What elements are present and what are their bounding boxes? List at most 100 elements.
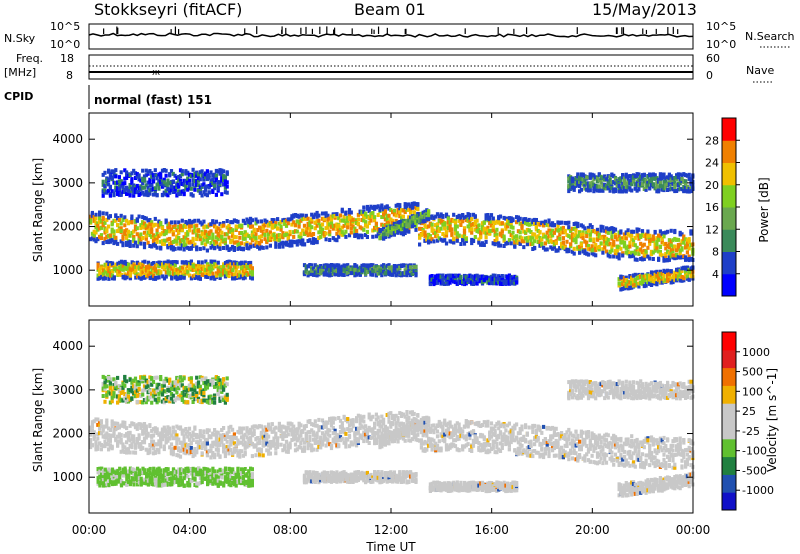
heatmap-cell: [644, 236, 648, 241]
heatmap-cell: [101, 268, 106, 273]
heatmap-cell: [148, 191, 152, 196]
heatmap-cell: [151, 443, 156, 448]
heatmap-cell: [202, 237, 206, 242]
heatmap-cell: [430, 214, 434, 219]
heatmap-cell: [225, 244, 229, 249]
heatmap-cell: [193, 187, 197, 192]
heatmap-cell: [448, 239, 452, 244]
heatmap-cell: [635, 174, 639, 178]
heatmap-cell: [96, 265, 100, 270]
heatmap-cell: [272, 237, 276, 242]
heatmap-cell: [396, 220, 400, 225]
heatmap-cell: [136, 264, 140, 269]
heatmap-cell: [173, 445, 177, 450]
heatmap-cell: [685, 257, 689, 262]
heatmap-cell: [130, 442, 134, 447]
heatmap-cell: [304, 216, 308, 221]
heatmap-cell: [182, 178, 186, 183]
heatmap-cell: [398, 203, 402, 208]
heatmap-cell: [578, 244, 582, 249]
heatmap-cell: [108, 433, 112, 438]
heatmap-cell: [673, 176, 677, 181]
heatmap-cell: [689, 231, 693, 236]
heatmap-cell: [673, 180, 677, 185]
heatmap-cell: [191, 219, 195, 224]
heatmap-cell: [164, 188, 168, 193]
heatmap-cell: [206, 275, 210, 279]
heatmap-cell: [443, 238, 447, 243]
heatmap-cell: [148, 450, 152, 455]
freq-strip: ж Freq. [MHz] 18 8 60 0 Nave: [4, 52, 774, 83]
heatmap-cell: [214, 192, 218, 197]
heatmap-cell: [346, 263, 350, 268]
heatmap-cell: [119, 263, 124, 268]
heatmap-cell: [551, 233, 555, 238]
heatmap-cell: [669, 254, 673, 259]
heatmap-cell: [513, 235, 517, 240]
heatmap-cell: [196, 228, 201, 233]
heatmap-cell: [570, 176, 574, 181]
heatmap-cell: [462, 231, 467, 236]
heatmap-cell: [646, 234, 650, 239]
heatmap-cell: [667, 269, 671, 274]
heatmap-cell: [630, 188, 634, 193]
heatmap-cell: [655, 242, 659, 247]
heatmap-cell: [254, 238, 258, 243]
heatmap-cell: [186, 434, 190, 439]
heatmap-cell: [412, 264, 416, 269]
heatmap-cell: [211, 232, 215, 237]
heatmap-cell: [506, 280, 510, 285]
heatmap-cell: [164, 428, 168, 433]
heatmap-cell: [108, 238, 112, 243]
heatmap-cell: [204, 224, 208, 229]
heatmap-cell: [177, 229, 181, 234]
heatmap-cell: [320, 231, 325, 236]
heatmap-cell: [216, 184, 220, 189]
heatmap-cell: [205, 224, 209, 229]
heatmap-cell: [470, 237, 474, 242]
heatmap-cell: [574, 232, 578, 237]
heatmap-cell: [340, 264, 344, 269]
heatmap-cell: [648, 239, 652, 244]
heatmap-cell: [180, 218, 184, 223]
heatmap-cell: [121, 234, 125, 239]
heatmap-cell: [180, 243, 184, 248]
nsky-lo-label: 10^0: [50, 38, 80, 51]
heatmap-cell: [621, 251, 625, 256]
heatmap-cell: [155, 231, 159, 236]
heatmap-cell: [646, 229, 650, 234]
heatmap-cell: [545, 236, 549, 241]
heatmap-cell: [142, 241, 147, 246]
heatmap-cell: [461, 234, 465, 239]
heatmap-cell: [171, 271, 176, 276]
heatmap-cell: [99, 225, 103, 230]
heatmap-cell: [204, 192, 208, 197]
heatmap-cell: [666, 229, 670, 234]
heatmap-cell: [130, 421, 134, 426]
heatmap-cell: [684, 179, 688, 184]
heatmap-cell: [297, 220, 301, 224]
heatmap-cell: [101, 179, 105, 184]
heatmap-cell: [662, 179, 666, 184]
heatmap-cell: [642, 274, 646, 279]
heatmap-cell: [489, 228, 494, 233]
heatmap-cell: [624, 184, 628, 189]
heatmap-cell: [462, 241, 467, 246]
beam-title: Beam 01: [354, 0, 426, 19]
heatmap-cell: [497, 215, 501, 220]
heatmap-cell: [444, 230, 449, 235]
heatmap-cell: [507, 216, 511, 221]
heatmap-cell: [604, 184, 609, 189]
heatmap-cell: [648, 236, 652, 241]
heatmap-cell: [130, 220, 134, 225]
heatmap-cell: [121, 260, 125, 265]
heatmap-cell: [127, 266, 131, 271]
heatmap-cell: [666, 182, 670, 187]
heatmap-cell: [435, 233, 440, 238]
heatmap-cell: [216, 244, 220, 249]
heatmap-cell: [569, 176, 573, 180]
heatmap-cell: [166, 436, 170, 441]
heatmap-cell: [187, 246, 192, 251]
heatmap-cell: [509, 221, 513, 226]
heatmap-cell: [504, 226, 508, 231]
